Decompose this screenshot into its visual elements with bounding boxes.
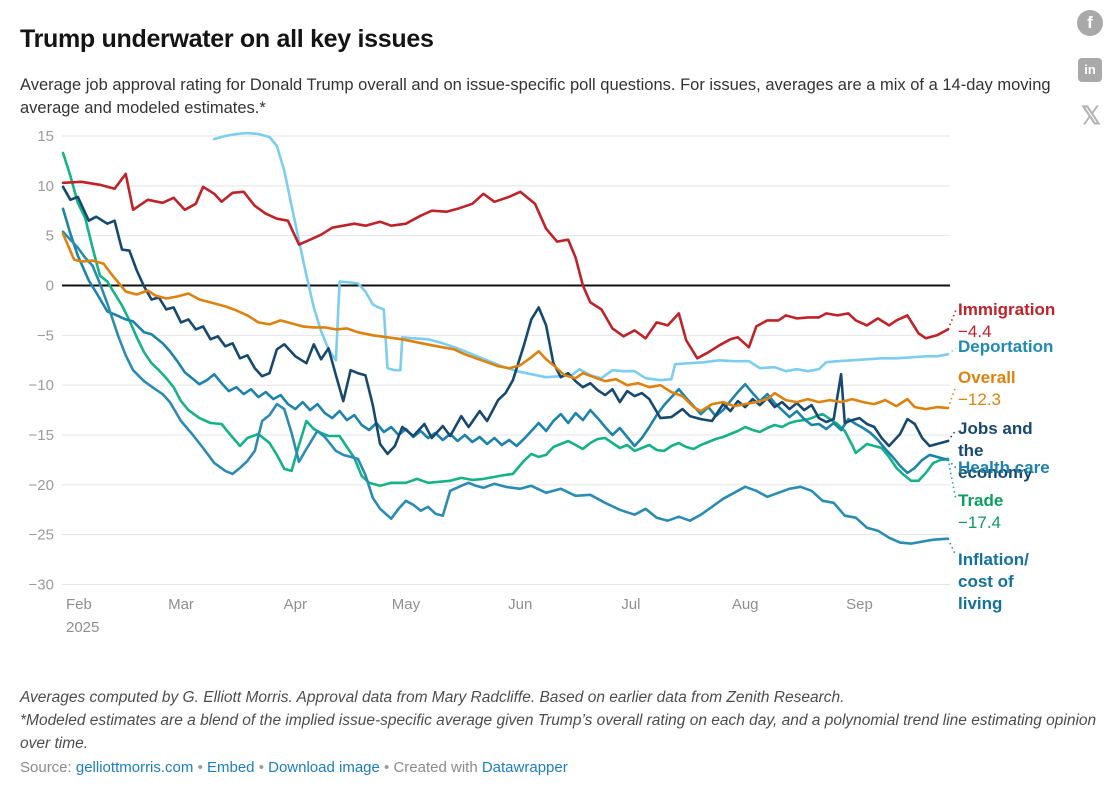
leader-line	[947, 538, 957, 557]
series-label-deportation: Deportation	[958, 337, 1054, 356]
series-line-jobs-and-the-economy	[61, 185, 950, 456]
leader-line	[947, 309, 957, 330]
series-line-overall	[61, 232, 950, 413]
x-tick-label: Sep	[846, 596, 873, 613]
datawrapper-link[interactable]: Datawrapper	[481, 759, 568, 776]
linkedin-share-button[interactable]: in	[1077, 58, 1105, 82]
series-value-immigration: −4.4	[958, 322, 992, 342]
created-with-text: Created with	[393, 759, 478, 776]
series-label-health-care: Health care	[958, 458, 1050, 477]
y-tick-label: 0	[46, 278, 54, 295]
leader-line	[947, 458, 957, 501]
download-image-link[interactable]: Download image	[268, 759, 380, 776]
y-tick-label: −30	[29, 577, 54, 594]
chart-subtitle: Average job approval rating for Donald T…	[20, 75, 1051, 117]
series-label-overall: Overall −12.3	[958, 367, 1108, 411]
x-tick-label: Apr	[284, 596, 307, 613]
line-chart-plot: 15 10 5 0 −5 −10 −15 −20 −25 −30 Feb 2025 Mar Apr May J…	[29, 128, 957, 636]
source-prefix: Source:	[20, 759, 76, 776]
series-line-deportation	[212, 131, 950, 382]
facebook-icon: f	[1077, 10, 1103, 36]
series-label-trade: Trade −17.4	[958, 490, 1108, 534]
series-label-immigration: Immigration −4.4	[958, 299, 1108, 343]
x-tick-label: Jul	[621, 596, 640, 613]
source-line: Source: gelliottmorris.com • Embed • Dow…	[20, 759, 568, 776]
embed-link[interactable]: Embed	[207, 759, 255, 776]
series-value-trade: −17.4	[958, 513, 1002, 533]
series-line-immigration	[61, 172, 950, 360]
facebook-share-button[interactable]: f	[1077, 10, 1105, 36]
x-icon: 𝕏	[1080, 102, 1102, 130]
y-tick-label: −5	[37, 327, 54, 344]
series-line-health-care	[61, 207, 950, 475]
y-tick-label: −25	[29, 527, 54, 544]
y-tick-label: 5	[46, 228, 54, 245]
source-link[interactable]: gelliottmorris.com	[75, 759, 194, 776]
leader-line	[947, 385, 957, 409]
series-line-trade	[61, 151, 950, 488]
y-tick-label: −10	[29, 377, 54, 394]
linkedin-icon: in	[1078, 58, 1102, 82]
x-tick-label: Aug	[732, 596, 759, 613]
leader-line	[947, 459, 957, 469]
series-label-jobs-economy: Jobs and the economy	[958, 419, 1033, 483]
x-axis-year-label: 2025	[66, 619, 99, 636]
series-label-inflation: Inflation/ cost of living	[958, 550, 1029, 614]
series-value-overall: −12.3	[958, 390, 1002, 410]
chart-notes: Averages computed by G. Elliott Morris. …	[20, 688, 1097, 753]
leader-line	[947, 347, 957, 355]
series-line-inflation-cost-of-living	[61, 230, 950, 545]
x-tick-label: May	[392, 596, 421, 613]
y-tick-label: 15	[37, 128, 54, 145]
x-tick-label: Mar	[168, 596, 194, 613]
x-tick-label: Feb	[66, 596, 92, 613]
page-title: Trump underwater on all key issues	[20, 24, 434, 53]
y-tick-label: −15	[29, 427, 54, 444]
x-tick-label: Jun	[508, 596, 532, 613]
y-tick-label: 10	[37, 178, 54, 195]
x-share-button[interactable]: 𝕏	[1077, 103, 1105, 129]
y-tick-label: −20	[29, 477, 54, 494]
